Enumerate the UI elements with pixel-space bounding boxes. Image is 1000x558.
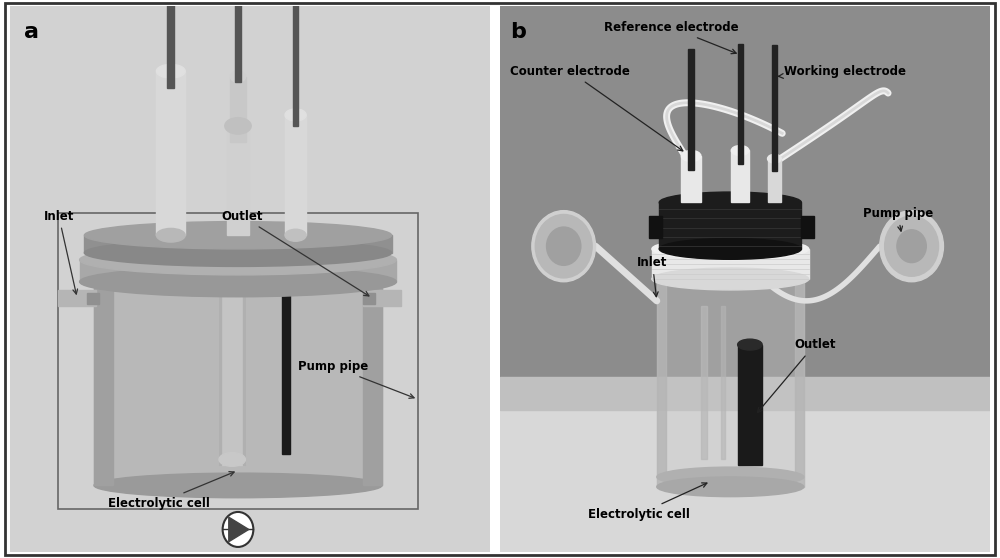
Bar [801, 216, 814, 238]
Circle shape [880, 211, 943, 282]
Ellipse shape [652, 238, 809, 260]
Circle shape [897, 230, 926, 263]
Ellipse shape [657, 477, 804, 497]
Bar [227, 126, 249, 235]
Circle shape [535, 214, 592, 278]
Text: Electrolytic cell: Electrolytic cell [108, 472, 234, 509]
Ellipse shape [156, 64, 185, 78]
Bar [219, 273, 245, 465]
Bar [500, 388, 990, 552]
Ellipse shape [84, 239, 392, 266]
Bar [243, 273, 245, 465]
Circle shape [532, 211, 596, 282]
Ellipse shape [285, 229, 306, 241]
Bar [285, 115, 306, 235]
Ellipse shape [94, 473, 382, 498]
Ellipse shape [285, 109, 306, 121]
Circle shape [885, 216, 939, 276]
Bar [649, 216, 662, 238]
Bar [230, 76, 246, 142]
Text: b: b [510, 22, 526, 42]
Ellipse shape [768, 155, 781, 163]
Ellipse shape [156, 228, 185, 242]
Ellipse shape [219, 453, 245, 466]
Bar [363, 292, 375, 304]
Text: Reference electrode: Reference electrode [604, 21, 739, 54]
Ellipse shape [80, 267, 396, 297]
Text: Pump pipe: Pump pipe [298, 360, 414, 398]
Ellipse shape [84, 222, 392, 249]
Bar [657, 279, 804, 487]
Text: Counter electrode: Counter electrode [0, 557, 1, 558]
Bar [363, 280, 382, 485]
Ellipse shape [659, 192, 801, 213]
Polygon shape [229, 517, 249, 542]
Text: Electrolytic cell: Electrolytic cell [588, 483, 707, 521]
Text: a: a [24, 22, 39, 42]
Ellipse shape [731, 146, 749, 156]
Text: Outlet: Outlet [757, 338, 836, 412]
Bar [731, 151, 749, 203]
Text: Working electrode: Working electrode [0, 557, 1, 558]
Ellipse shape [225, 118, 251, 134]
Bar [738, 345, 762, 465]
Text: Inlet: Inlet [637, 256, 668, 297]
Bar [701, 306, 707, 459]
Bar [94, 280, 382, 485]
Ellipse shape [738, 339, 762, 350]
Bar [87, 292, 99, 304]
Bar [720, 306, 725, 459]
Text: Pump pipe: Pump pipe [863, 207, 933, 231]
Text: Working electrode: Working electrode [778, 65, 906, 78]
Text: Inlet: Inlet [44, 210, 78, 294]
Ellipse shape [681, 151, 701, 161]
Bar [659, 203, 801, 249]
Text: Counter electrode: Counter electrode [510, 65, 683, 151]
Bar [282, 290, 290, 454]
Bar [58, 290, 96, 306]
Bar [500, 377, 990, 410]
Ellipse shape [652, 268, 809, 290]
Bar [768, 158, 781, 203]
Bar [657, 279, 666, 487]
Text: Outlet: Outlet [221, 210, 369, 296]
Bar [219, 273, 221, 465]
Ellipse shape [659, 238, 801, 259]
Bar [772, 45, 777, 171]
Bar [80, 260, 396, 282]
Ellipse shape [657, 467, 804, 487]
Bar [156, 71, 185, 235]
Bar [58, 213, 418, 509]
Bar [738, 44, 743, 164]
Bar [84, 235, 392, 253]
Circle shape [547, 227, 581, 266]
Bar [167, 0, 174, 88]
Bar [688, 49, 694, 170]
Bar [795, 279, 804, 487]
Circle shape [223, 512, 253, 547]
Ellipse shape [80, 245, 396, 275]
Bar [293, 0, 298, 126]
Text: Reference electrode: Reference electrode [0, 557, 1, 558]
Bar [652, 249, 809, 279]
Bar [235, 0, 241, 82]
Bar [363, 290, 401, 306]
Bar [681, 156, 701, 203]
Bar [94, 280, 113, 485]
Ellipse shape [230, 71, 246, 82]
